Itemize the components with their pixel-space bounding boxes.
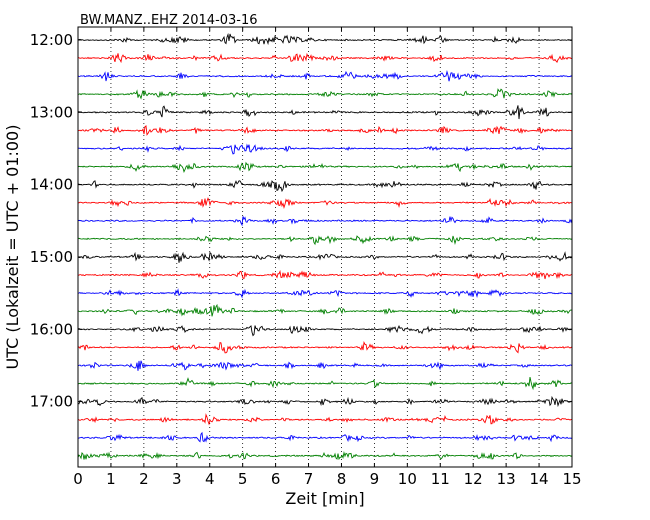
x-tick-label: 10 xyxy=(398,470,417,488)
y-tick-label: 12:00 xyxy=(30,31,73,49)
x-tick-label: 1 xyxy=(106,470,116,488)
seismic-trace xyxy=(77,52,573,64)
seismic-trace xyxy=(77,180,573,193)
ticks: 0 1 2 3 4 5 6 7 8 9 10 11 12 13 14 1512:0013:0014:0015:… xyxy=(30,27,582,488)
x-tick-label: 11 xyxy=(431,470,450,488)
x-tick-label: 12 xyxy=(464,470,483,488)
seismic-trace xyxy=(77,161,573,173)
grid xyxy=(110,27,540,467)
y-tick-label: 17:00 xyxy=(30,393,73,411)
seismic-trace xyxy=(77,325,573,337)
x-tick-label: 6 xyxy=(271,470,281,488)
seismic-trace xyxy=(77,395,573,408)
seismic-trace xyxy=(77,125,573,136)
seismic-trace xyxy=(77,360,573,371)
seismic-trace xyxy=(77,303,573,317)
x-tick-label: 13 xyxy=(497,470,516,488)
plot-frame xyxy=(77,26,573,468)
y-axis-label: UTC (Lokalzeit = UTC + 01:00) xyxy=(3,125,22,370)
x-tick-label: 9 xyxy=(370,470,380,488)
x-tick-label: 2 xyxy=(139,470,149,488)
y-tick-label: 16:00 xyxy=(30,320,73,338)
x-tick-label: 14 xyxy=(530,470,549,488)
y-tick-label: 15:00 xyxy=(30,248,73,266)
seismic-trace xyxy=(77,69,573,82)
x-tick-label: 4 xyxy=(205,470,215,488)
seismic-trace xyxy=(77,340,573,354)
x-tick-label: 5 xyxy=(238,470,248,488)
x-tick-label: 3 xyxy=(172,470,182,488)
seismic-trace xyxy=(77,288,573,299)
seismic-trace xyxy=(77,251,573,263)
x-tick-label: 15 xyxy=(562,470,581,488)
seismic-trace xyxy=(77,197,573,210)
chart-title: BW.MANZ..EHZ 2014-03-16 xyxy=(80,13,258,28)
y-tick-label: 13:00 xyxy=(30,103,73,121)
y-tick-label: 14:00 xyxy=(30,176,73,194)
x-tick-label: 8 xyxy=(337,470,347,488)
seismic-trace xyxy=(77,235,573,246)
x-axis-label: Zeit [min] xyxy=(285,489,364,508)
seismic-trace xyxy=(77,32,573,46)
x-tick-label: 7 xyxy=(304,470,314,488)
seismic-trace xyxy=(77,88,573,100)
trace-group xyxy=(77,32,573,461)
seismic-trace xyxy=(77,269,573,280)
x-tick-label: 0 xyxy=(73,470,83,488)
seismic-trace xyxy=(77,413,573,426)
seismic-trace xyxy=(77,431,573,443)
seismic-trace xyxy=(77,451,573,461)
seismic-trace xyxy=(77,376,573,391)
seismic-trace xyxy=(77,105,573,120)
seismic-trace xyxy=(77,143,573,155)
seismic-trace xyxy=(77,216,573,227)
